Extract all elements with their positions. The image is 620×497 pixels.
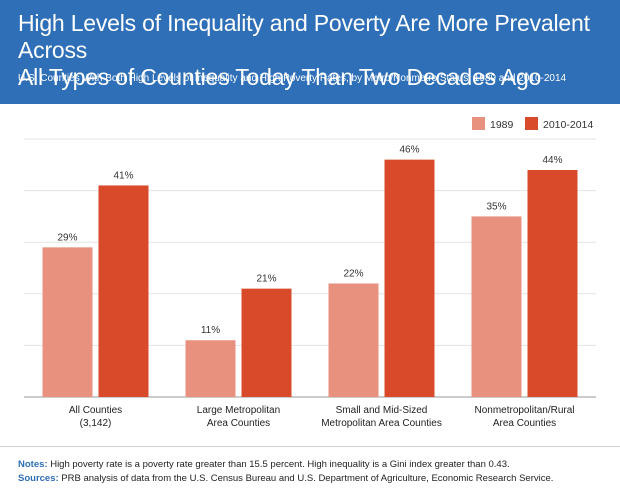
bar-1989-0 bbox=[42, 247, 93, 397]
bar-2010-2014-0 bbox=[98, 185, 149, 397]
bar-chart: 29% 41% All Counties (3,142) 11% 21% Large Met… bbox=[24, 117, 596, 429]
chart-header: High Levels of Inequality and Poverty Ar… bbox=[0, 0, 620, 104]
bar-1989-3 bbox=[471, 216, 522, 397]
chart-title: High Levels of Inequality and Poverty Ar… bbox=[18, 10, 590, 90]
legend-label-1: 2010-2014 bbox=[543, 119, 593, 131]
notes-line: Notes: High poverty rate is a poverty ra… bbox=[18, 458, 510, 471]
bar-2010-2014-1 bbox=[241, 288, 292, 397]
legend-swatch-1 bbox=[525, 117, 538, 130]
bar-1989-2 bbox=[328, 283, 379, 397]
bar-2010-2014-3 bbox=[527, 169, 578, 397]
bar-1989-1 bbox=[185, 340, 236, 397]
sources-text: PRB analysis of data from the U.S. Censu… bbox=[58, 473, 554, 484]
legend-label-0: 1989 bbox=[490, 119, 514, 131]
chart-subtitle: U.S. Counties With Both High Levels of I… bbox=[18, 73, 567, 84]
bar-2010-2014-2 bbox=[384, 159, 435, 397]
category-label: Small and Mid-Sized Metropolitan Area Cou… bbox=[321, 405, 442, 429]
legend-swatch-0 bbox=[472, 117, 485, 130]
data-label: 21% bbox=[256, 274, 276, 285]
data-label: 46% bbox=[399, 145, 419, 156]
sources-line: Sources: PRB analysis of data from the U… bbox=[18, 472, 553, 485]
category-label: Large Metropolitan Area Counties bbox=[197, 405, 280, 429]
data-label: 22% bbox=[343, 268, 363, 279]
data-label: 29% bbox=[57, 232, 77, 243]
notes-label: Notes: bbox=[18, 459, 48, 470]
footnotes: Notes: High poverty rate is a poverty ra… bbox=[0, 446, 620, 497]
sources-label: Sources: bbox=[18, 473, 59, 484]
data-label: 11% bbox=[201, 325, 220, 336]
category-label: All Counties (3,142) bbox=[69, 405, 122, 429]
data-label: 41% bbox=[113, 170, 133, 181]
chart-area: 29% 41% All Counties (3,142) 11% 21% Large Met… bbox=[0, 104, 620, 444]
data-label: 44% bbox=[542, 155, 562, 166]
category-label: Nonmetropolitan/Rural Area Counties bbox=[474, 405, 574, 429]
notes-text: High poverty rate is a poverty rate grea… bbox=[47, 459, 510, 470]
data-label: 35% bbox=[486, 201, 506, 212]
